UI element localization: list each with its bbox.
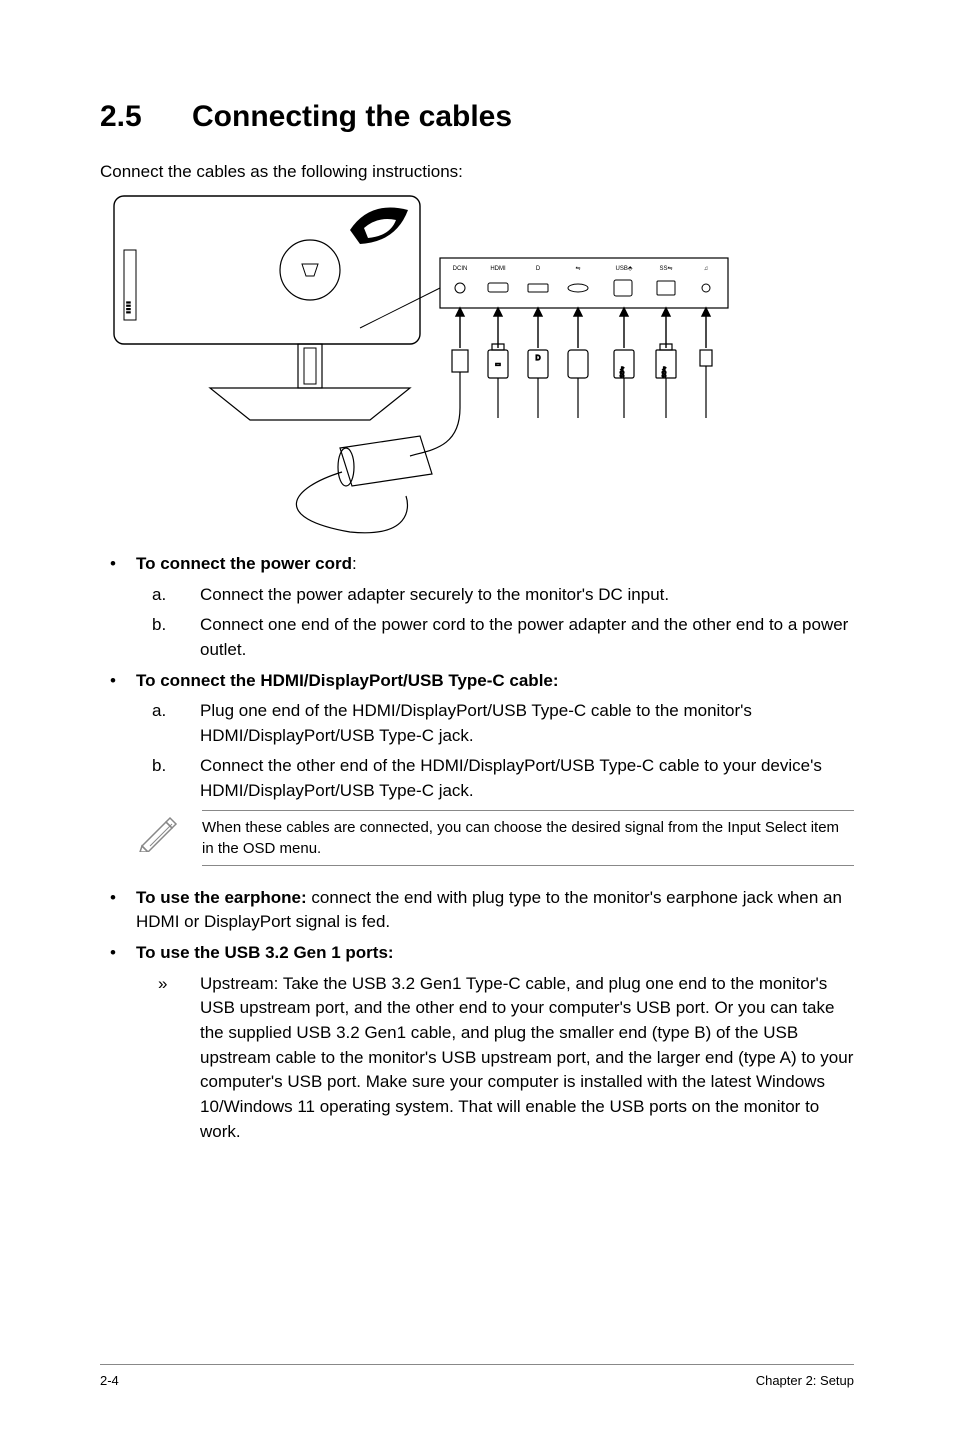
step-text: Connect the power adapter securely to th… xyxy=(200,585,669,604)
step-marker: a. xyxy=(152,583,166,608)
video-steps: a. Plug one end of the HDMI/DisplayPort/U… xyxy=(136,699,854,804)
section-usb: To use the USB 3.2 Gen 1 ports: Upstream… xyxy=(100,941,854,1144)
intro-text: Connect the cables as the following inst… xyxy=(100,162,854,182)
heading-title: Connecting the cables xyxy=(192,100,512,133)
instruction-list: To connect the power cord: a. Connect the… xyxy=(100,552,854,804)
svg-text:D: D xyxy=(536,266,541,272)
power-steps: a. Connect the power adapter securely to … xyxy=(136,583,854,663)
step-text: Plug one end of the HDMI/DisplayPort/USB… xyxy=(200,701,752,745)
video-step-b: b. Connect the other end of the HDMI/Disp… xyxy=(136,754,854,803)
section-video: To connect the HDMI/DisplayPort/USB Type… xyxy=(100,669,854,804)
svg-text:DCIN: DCIN xyxy=(453,266,468,272)
step-text: Connect one end of the power cord to the… xyxy=(200,615,848,659)
footer-chapter: Chapter 2: Setup xyxy=(756,1373,854,1388)
svg-text:SS⇋: SS⇋ xyxy=(620,367,626,378)
power-title-suffix: : xyxy=(352,554,357,573)
power-step-b: b. Connect one end of the power cord to t… xyxy=(136,613,854,662)
usb-title: To use the USB 3.2 Gen 1 ports: xyxy=(136,943,394,962)
video-title: To connect the HDMI/DisplayPort/USB Type… xyxy=(136,671,559,690)
power-step-a: a. Connect the power adapter securely to … xyxy=(136,583,854,608)
usb-steps: Upstream: Take the USB 3.2 Gen1 Type-C c… xyxy=(136,972,854,1144)
step-marker: a. xyxy=(152,699,166,724)
page: 2.5Connecting the cables Connect the cab… xyxy=(0,0,954,1438)
heading-number: 2.5 xyxy=(100,100,192,134)
section-earphone: To use the earphone: connect the end wit… xyxy=(100,886,854,935)
step-text: Connect the other end of the HDMI/Displa… xyxy=(200,756,822,800)
svg-text:▮▮▮▮: ▮▮▮▮ xyxy=(126,301,132,314)
instruction-list-2: To use the earphone: connect the end wit… xyxy=(100,886,854,1144)
svg-text:SS⇋: SS⇋ xyxy=(659,265,672,272)
pencil-icon xyxy=(136,810,182,857)
svg-text:USB⬘: USB⬘ xyxy=(616,266,633,272)
svg-text:▭: ▭ xyxy=(495,362,501,368)
usb-step-upstream: Upstream: Take the USB 3.2 Gen1 Type-C c… xyxy=(136,972,854,1144)
diagram-svg: ▮▮▮▮ DCIN HDMI D ⇋ USB⬘ SS⇋ ♫ xyxy=(110,188,730,538)
svg-text:⇋: ⇋ xyxy=(575,265,580,272)
svg-text:SS⇋: SS⇋ xyxy=(662,367,668,378)
page-footer: 2-4 Chapter 2: Setup xyxy=(100,1364,854,1388)
power-title: To connect the power cord xyxy=(136,554,352,573)
video-step-a: a. Plug one end of the HDMI/DisplayPort/U… xyxy=(136,699,854,748)
section-power: To connect the power cord: a. Connect the… xyxy=(100,552,854,663)
note-block: When these cables are connected, you can… xyxy=(136,810,854,866)
page-heading: 2.5Connecting the cables xyxy=(100,100,854,134)
step-marker: b. xyxy=(152,613,166,638)
svg-text:HDMI: HDMI xyxy=(490,266,506,272)
svg-text:♫: ♫ xyxy=(704,266,709,272)
connection-diagram: ▮▮▮▮ DCIN HDMI D ⇋ USB⬘ SS⇋ ♫ xyxy=(110,188,854,538)
note-text: When these cables are connected, you can… xyxy=(202,810,854,866)
step-marker: b. xyxy=(152,754,166,779)
step-text: Upstream: Take the USB 3.2 Gen1 Type-C c… xyxy=(200,974,853,1141)
footer-page-number: 2-4 xyxy=(100,1373,119,1388)
svg-text:D: D xyxy=(535,355,540,362)
earphone-title: To use the earphone: xyxy=(136,888,307,907)
